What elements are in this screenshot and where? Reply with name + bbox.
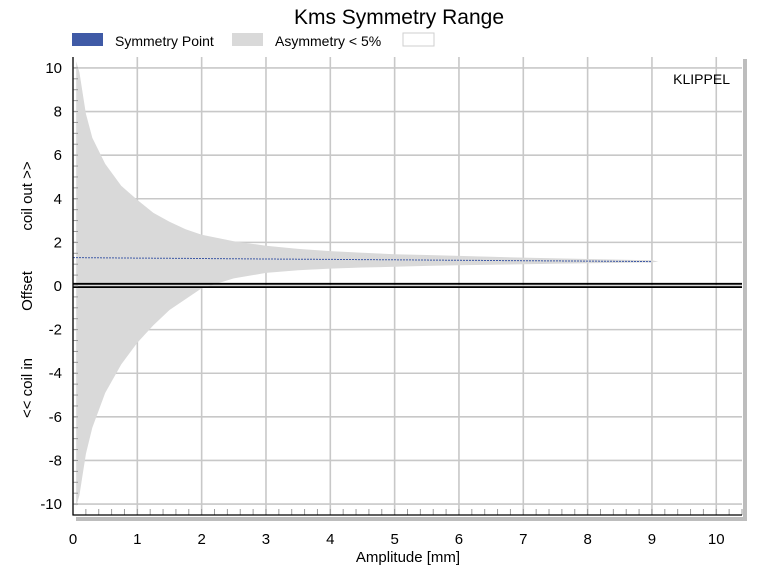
legend-swatch-2 [232,33,263,46]
klippel-annotation: KLIPPEL [673,71,730,87]
plot-area: 0 1 2 3 4 5 6 7 8 9 10 -10 -8 -6 -4 -2 0 2 4 6 8 10 [40,57,747,548]
legend-label-2: Asymmetry < 5% [275,33,381,49]
x-tick-label: 2 [197,531,205,548]
y-tick-label: 4 [54,191,62,208]
x-tick-label: 7 [519,531,527,548]
y-axis-label-part-3: coil out >> [19,161,36,230]
x-tick-label: 0 [69,531,77,548]
y-tick-label: -2 [49,322,62,339]
y-tick-label: 0 [54,278,62,295]
y-axis-label-part-2: Offset [19,270,36,311]
x-tick-label: 5 [390,531,398,548]
y-axis-label: << coil in Offset coil out >> [19,161,36,418]
x-tick-label: 6 [455,531,463,548]
y-tick-label: -10 [40,496,62,513]
x-axis-label: Amplitude [mm] [356,549,460,566]
y-tick-label: -4 [49,365,62,382]
legend-label-1: Symmetry Point [115,33,214,49]
x-tick-label: 9 [648,531,656,548]
y-tick-label: 2 [54,234,62,251]
chart-title: Kms Symmetry Range [294,6,504,29]
y-tick-label: 6 [54,147,62,164]
y-tick-label: -6 [49,409,62,426]
x-tick-label: 4 [326,531,334,548]
y-tick-label: 10 [45,60,62,77]
y-axis-label-part-1: << coil in [19,358,36,418]
x-tick-label: 3 [262,531,270,548]
legend-swatch-1 [72,33,103,46]
legend: Symmetry Point Asymmetry < 5% [72,32,435,49]
y-tick-label: -8 [49,452,62,469]
y-tick-label: 8 [54,104,62,121]
x-tick-label: 10 [708,531,725,548]
x-tick-label: 1 [133,531,141,548]
legend-swatch-3 [402,32,435,47]
axes-frame [72,57,742,516]
x-tick-label: 8 [583,531,591,548]
series-symmetry-point-line [72,257,652,263]
